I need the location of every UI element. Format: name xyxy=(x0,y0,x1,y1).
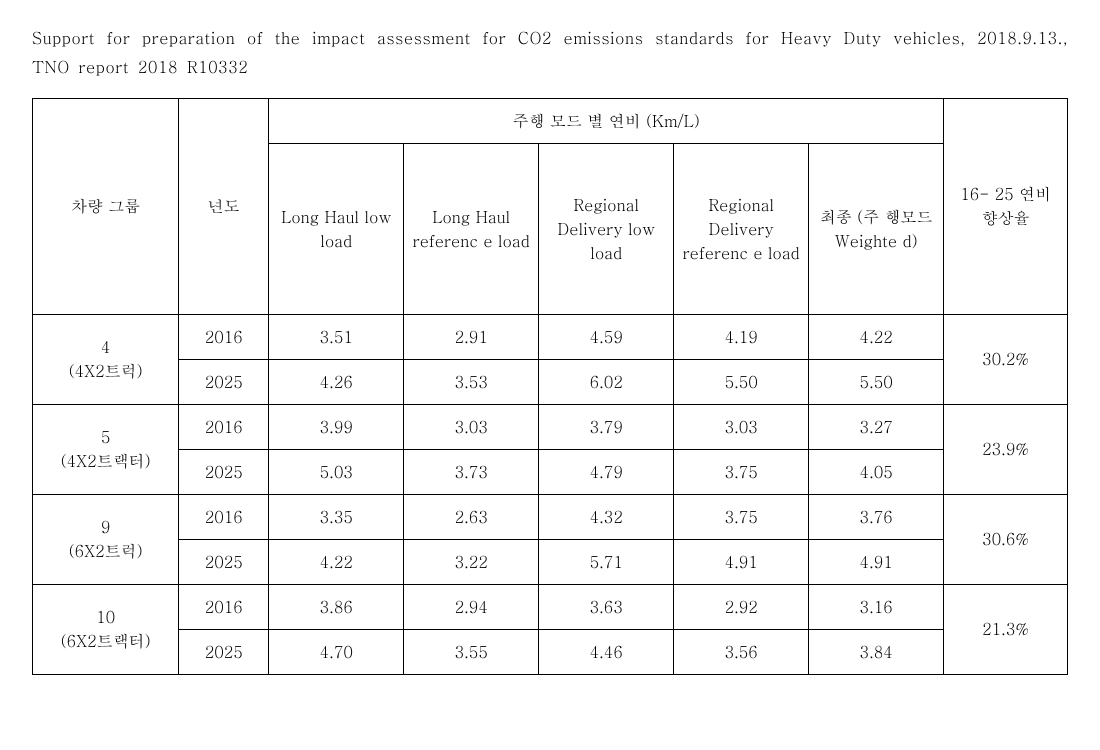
cell-value: 3.99 xyxy=(269,404,404,449)
cell-year: 2025 xyxy=(179,539,269,584)
header-col-2: Regional Delivery low load xyxy=(539,143,674,314)
cell-year: 2025 xyxy=(179,449,269,494)
cell-year: 2016 xyxy=(179,494,269,539)
cell-value: 4.32 xyxy=(539,494,674,539)
cell-value: 4.22 xyxy=(269,539,404,584)
table-row: 5(4X2트랙터)20163.993.033.793.033.2723.9% xyxy=(33,404,1068,449)
header-vehicle-group: 차량 그룹 xyxy=(33,98,179,314)
cell-value: 3.53 xyxy=(404,359,539,404)
header-improve: 16- 25 연비 향상율 xyxy=(944,98,1068,314)
table-row: 10(6X2트랙터)20163.862.943.632.923.1621.3% xyxy=(33,584,1068,629)
cell-value: 3.27 xyxy=(809,404,944,449)
table-row: 20254.223.225.714.914.91 xyxy=(33,539,1068,584)
header-year: 년도 xyxy=(179,98,269,314)
cell-value: 3.84 xyxy=(809,629,944,674)
table-caption: Support for preparation of the impact as… xyxy=(32,24,1068,82)
header-col-4: 최종 (주 행모드 Weighte d) xyxy=(809,143,944,314)
cell-improve: 30.2% xyxy=(944,314,1068,404)
cell-vehicle-group: 4(4X2트럭) xyxy=(33,314,179,404)
header-mode-group: 주행 모드 별 연비 (Km/L) xyxy=(269,98,944,143)
cell-value: 2.94 xyxy=(404,584,539,629)
header-col-3: Regional Delivery referenc e load xyxy=(674,143,809,314)
cell-value: 4.46 xyxy=(539,629,674,674)
cell-value: 3.03 xyxy=(404,404,539,449)
cell-value: 3.56 xyxy=(674,629,809,674)
cell-year: 2025 xyxy=(179,629,269,674)
cell-year: 2016 xyxy=(179,404,269,449)
cell-value: 2.91 xyxy=(404,314,539,359)
cell-year: 2016 xyxy=(179,584,269,629)
cell-value: 4.70 xyxy=(269,629,404,674)
cell-value: 3.03 xyxy=(674,404,809,449)
cell-value: 3.75 xyxy=(674,494,809,539)
cell-value: 3.55 xyxy=(404,629,539,674)
cell-value: 3.16 xyxy=(809,584,944,629)
cell-value: 3.63 xyxy=(539,584,674,629)
cell-value: 2.92 xyxy=(674,584,809,629)
cell-value: 4.26 xyxy=(269,359,404,404)
fuel-efficiency-table: 차량 그룹 년도 주행 모드 별 연비 (Km/L) 16- 25 연비 향상율… xyxy=(32,98,1068,675)
cell-value: 4.19 xyxy=(674,314,809,359)
cell-year: 2016 xyxy=(179,314,269,359)
cell-value: 5.03 xyxy=(269,449,404,494)
cell-value: 4.59 xyxy=(539,314,674,359)
cell-vehicle-group: 5(4X2트랙터) xyxy=(33,404,179,494)
cell-vehicle-group: 9(6X2트럭) xyxy=(33,494,179,584)
cell-value: 3.22 xyxy=(404,539,539,584)
cell-value: 5.50 xyxy=(809,359,944,404)
cell-value: 4.91 xyxy=(674,539,809,584)
cell-value: 5.50 xyxy=(674,359,809,404)
table-row: 20255.033.734.793.754.05 xyxy=(33,449,1068,494)
cell-value: 3.79 xyxy=(539,404,674,449)
header-col-1: Long Haul referenc e load xyxy=(404,143,539,314)
cell-value: 3.51 xyxy=(269,314,404,359)
cell-value: 3.73 xyxy=(404,449,539,494)
cell-value: 4.79 xyxy=(539,449,674,494)
cell-value: 5.71 xyxy=(539,539,674,584)
table-row: 4(4X2트럭)20163.512.914.594.194.2230.2% xyxy=(33,314,1068,359)
table-row: 20254.263.536.025.505.50 xyxy=(33,359,1068,404)
cell-value: 4.22 xyxy=(809,314,944,359)
header-row-1: 차량 그룹 년도 주행 모드 별 연비 (Km/L) 16- 25 연비 향상율 xyxy=(33,98,1068,143)
cell-improve: 23.9% xyxy=(944,404,1068,494)
table-body: 4(4X2트럭)20163.512.914.594.194.2230.2%202… xyxy=(33,314,1068,674)
cell-year: 2025 xyxy=(179,359,269,404)
cell-value: 3.76 xyxy=(809,494,944,539)
header-col-0: Long Haul low load xyxy=(269,143,404,314)
cell-value: 3.75 xyxy=(674,449,809,494)
cell-value: 2.63 xyxy=(404,494,539,539)
cell-vehicle-group: 10(6X2트랙터) xyxy=(33,584,179,674)
table-row: 9(6X2트럭)20163.352.634.323.753.7630.6% xyxy=(33,494,1068,539)
cell-value: 3.35 xyxy=(269,494,404,539)
cell-improve: 30.6% xyxy=(944,494,1068,584)
cell-improve: 21.3% xyxy=(944,584,1068,674)
cell-value: 4.05 xyxy=(809,449,944,494)
cell-value: 4.91 xyxy=(809,539,944,584)
cell-value: 3.86 xyxy=(269,584,404,629)
table-row: 20254.703.554.463.563.84 xyxy=(33,629,1068,674)
cell-value: 6.02 xyxy=(539,359,674,404)
